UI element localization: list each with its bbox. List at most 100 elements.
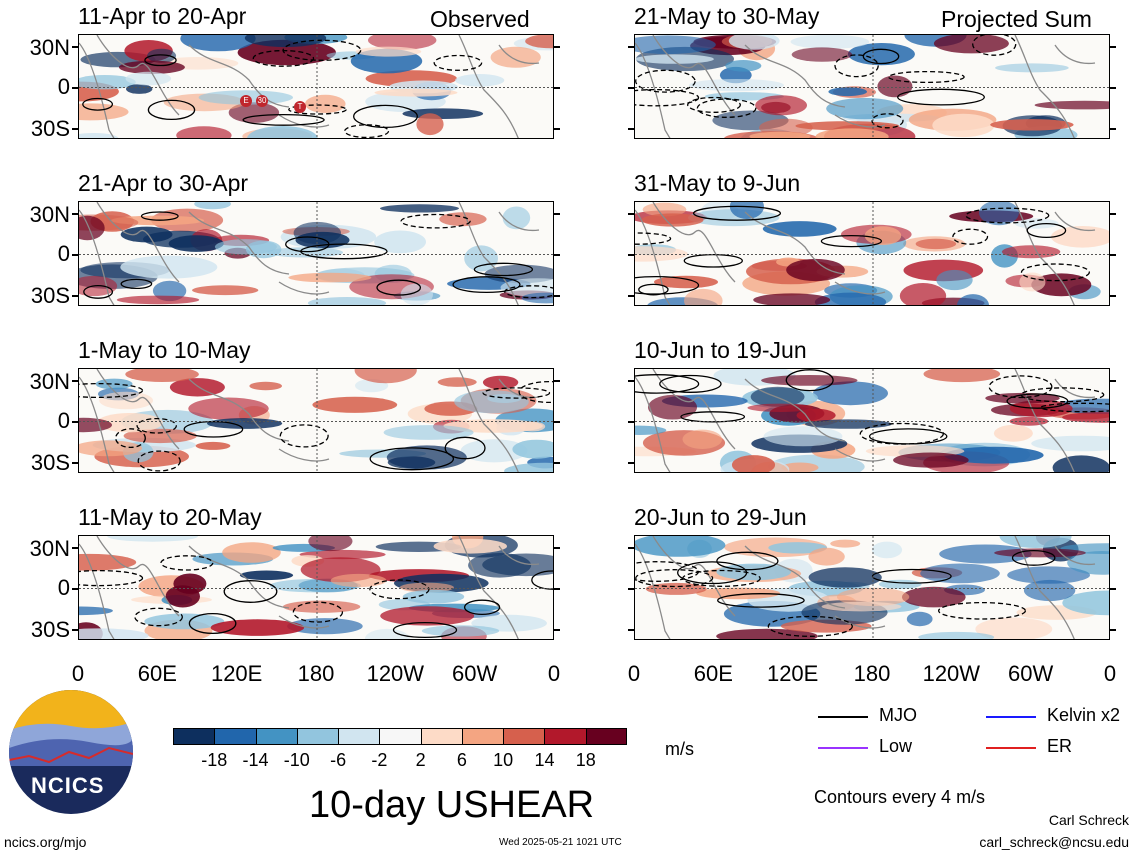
coastline-path xyxy=(79,376,115,472)
y-tick-label: 30S xyxy=(30,116,70,141)
y-tick-mark xyxy=(628,128,634,130)
contour-line xyxy=(862,48,900,65)
coastline-path xyxy=(744,44,846,108)
coastline-path xyxy=(652,536,736,617)
panel-period-title: 10-Jun to 19-Jun xyxy=(634,337,807,363)
coastline-path xyxy=(744,211,846,275)
mjo-contours xyxy=(635,549,1056,637)
colorbar-tick-label: -18 xyxy=(201,750,228,770)
shading-blob xyxy=(635,54,714,64)
contour-line xyxy=(482,387,551,399)
shading-blob xyxy=(437,377,477,387)
x-tick-label: 60W xyxy=(452,661,498,686)
shading-blob xyxy=(920,563,1000,584)
shading-blob xyxy=(1023,579,1076,602)
y-tick-mark xyxy=(628,462,634,464)
shading-blob xyxy=(525,35,553,49)
contour-line xyxy=(888,70,965,84)
contour-line xyxy=(463,599,501,616)
y-tick-mark xyxy=(554,629,560,631)
x-tick-label: 180 xyxy=(853,661,891,686)
shading-blob xyxy=(755,95,807,116)
contour-line xyxy=(369,579,430,600)
shading-blob xyxy=(999,536,1072,548)
shading-blob xyxy=(194,202,231,210)
logo-sun xyxy=(9,690,133,730)
coastline-path xyxy=(188,378,290,442)
y-tick-mark xyxy=(72,380,78,382)
coastline-path xyxy=(79,209,115,305)
shading-blob xyxy=(716,563,792,581)
shading-blob xyxy=(210,619,305,636)
shading-blob xyxy=(761,375,858,386)
shading-layer xyxy=(79,369,553,472)
shading-blob xyxy=(482,375,519,390)
contour-line xyxy=(988,375,1053,399)
colorbar-tick-label: -14 xyxy=(242,750,269,770)
contour-line xyxy=(292,601,344,623)
shading-blob xyxy=(1062,412,1109,423)
y-tick-mark xyxy=(1110,547,1116,549)
y-tick-label: 30S xyxy=(30,283,70,308)
coastline-path xyxy=(498,44,540,65)
shading-blob xyxy=(728,35,780,50)
contour-line xyxy=(400,213,471,229)
legend-swatch xyxy=(986,716,1036,718)
panel-period-title: 20-Jun to 29-Jun xyxy=(634,504,807,530)
shading-blob xyxy=(455,74,505,87)
y-tick-label: 0 xyxy=(57,74,70,99)
shading-blob xyxy=(654,275,718,289)
coastline-path xyxy=(834,448,886,462)
map-panel xyxy=(634,201,1110,306)
shading-blob xyxy=(993,424,1033,442)
contour-line xyxy=(952,228,989,245)
y-tick-label: 30S xyxy=(30,617,70,642)
coastline-path xyxy=(1054,378,1096,399)
map-panel xyxy=(78,535,554,640)
shading-blob xyxy=(400,283,433,305)
contour-line xyxy=(376,279,422,296)
colorbar-segment xyxy=(503,728,545,745)
colorbar-segment xyxy=(585,728,628,745)
shading-blob xyxy=(312,396,398,413)
site-url: ncics.org/mjo xyxy=(4,834,87,850)
shading-blob xyxy=(79,628,149,639)
shading-blob xyxy=(648,394,697,420)
shading-blob xyxy=(228,102,280,123)
shading-blob xyxy=(380,606,475,626)
x-tick-label: 60E xyxy=(693,661,733,686)
shading-blob xyxy=(439,212,487,227)
shading-blob xyxy=(877,75,913,98)
x-tick-label: 180 xyxy=(297,661,335,686)
y-tick-mark xyxy=(1110,588,1116,590)
y-tick-mark xyxy=(554,547,560,549)
contour-line xyxy=(785,369,834,392)
contour-line xyxy=(635,232,672,245)
shading-layer xyxy=(79,35,553,138)
shading-blob xyxy=(383,425,474,440)
shear-field-map xyxy=(79,369,553,472)
shading-blob xyxy=(747,403,814,412)
y-tick-mark xyxy=(1110,421,1116,423)
contour-line xyxy=(444,436,486,460)
shading-layer xyxy=(635,369,1109,472)
contour-line xyxy=(897,88,985,106)
contour-line xyxy=(692,205,782,221)
contour-line xyxy=(137,450,181,472)
shading-blob xyxy=(207,418,283,429)
colorbar-segment xyxy=(173,728,215,745)
coastline-path xyxy=(96,536,180,617)
shading-blob xyxy=(79,606,113,616)
colorbar-tick-label: 6 xyxy=(456,750,467,770)
shading-blob xyxy=(237,39,336,66)
shading-blob xyxy=(464,245,498,272)
y-tick-mark xyxy=(554,462,560,464)
contour-line xyxy=(834,54,879,78)
shading-blob xyxy=(763,426,843,447)
y-tick-mark xyxy=(554,421,560,423)
contour-line xyxy=(635,69,696,93)
legend-label: Low xyxy=(879,736,913,756)
shading-blob xyxy=(239,570,294,581)
y-tick-mark xyxy=(628,87,634,89)
timestamp: Wed 2025-05-21 1021 UTC xyxy=(499,837,622,848)
